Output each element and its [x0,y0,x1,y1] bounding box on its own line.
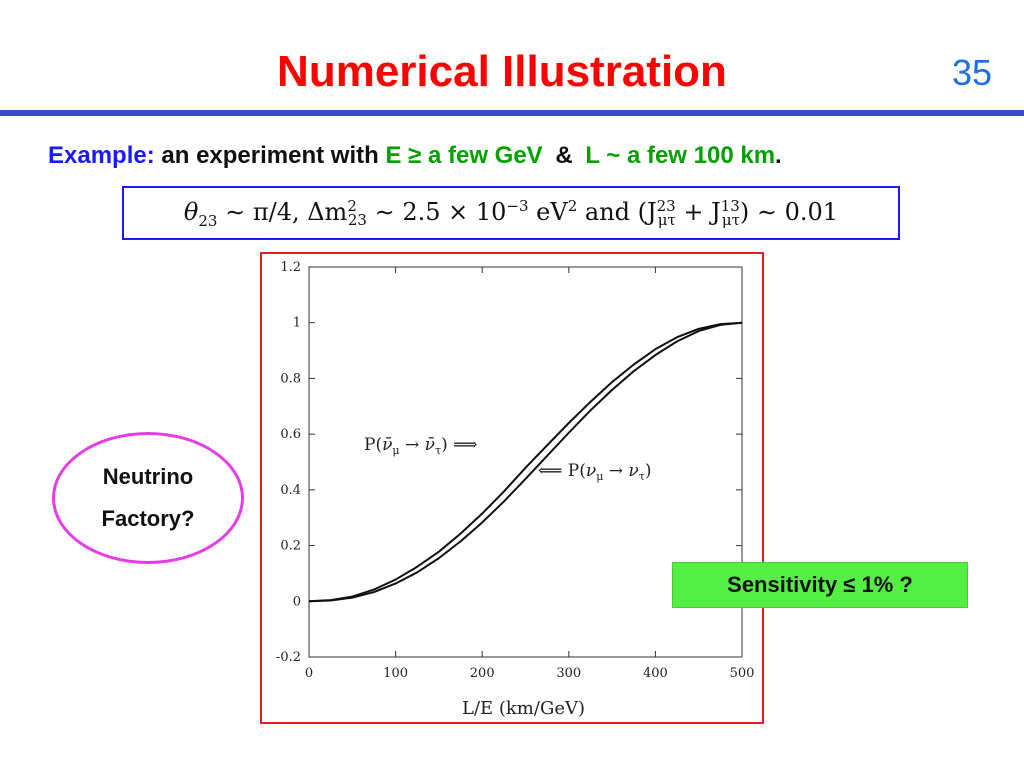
plot-frame: 0 100 200 300 400 500 -0.2 0 0.2 0.4 0.6 0.8 1 1.2 L/… [260,252,764,724]
slide-title: Numerical Illustration [277,47,727,96]
y-tick-label: 1 [293,316,301,331]
example-text: an experiment with [161,142,379,169]
probability-chart: 0 100 200 300 400 500 -0.2 0 0.2 0.4 0.6 0.8 1 1.2 L/… [276,260,755,719]
x-tick-label: 400 [643,666,668,681]
plot-area [308,266,743,658]
y-tick-label: 0.6 [280,427,301,442]
x-tick-label: 0 [305,666,313,681]
example-label: Example: [48,142,155,169]
y-tick-label: 0.8 [280,371,301,386]
x-tick-label: 300 [556,666,581,681]
series-line-0 [308,321,743,603]
factory-line-2: Factory? [101,506,195,531]
x-tick-label: 100 [383,666,408,681]
ampersand: & [555,142,573,169]
baseline-condition: L ~ a few 100 km [585,142,776,169]
annotation-antineutrino: P(ν̄μ → ν̄τ) ⟹ [364,435,478,457]
parameter-formula: θ23 ∼ π/4, Δm223 ∼ 2.5 × 10−3 eV2 and (J… [122,186,900,240]
slide-number: 35 [951,52,992,93]
neutrino-factory-callout: Neutrino Factory? [52,432,244,564]
example-line: Example: an experiment with E ≥ a few Ge… [48,142,782,170]
annotation-neutrino: ⟸ P(νμ → ντ) [538,461,652,483]
y-tick-label: 1.2 [280,260,301,275]
factory-line-1: Neutrino [102,464,194,490]
x-tick-label: 200 [470,666,495,681]
formula-content: θ23 ∼ π/4, Δm223 ∼ 2.5 × 10−3 eV2 and (J… [183,196,839,230]
series-line-1 [308,321,743,603]
title-divider [0,110,1024,116]
energy-condition: E ≥ a few GeV [385,142,543,169]
y-tick-label: -0.2 [276,650,301,665]
y-tick-label: 0.4 [280,483,301,498]
y-tick-label: 0 [293,594,301,609]
sensitivity-callout: Sensitivity ≤ 1% ? [672,562,968,608]
x-tick-label: 500 [730,666,755,681]
example-period: . [775,142,782,169]
x-axis-label: L/E (km/GeV) [462,698,585,719]
y-tick-label: 0.2 [280,539,301,554]
